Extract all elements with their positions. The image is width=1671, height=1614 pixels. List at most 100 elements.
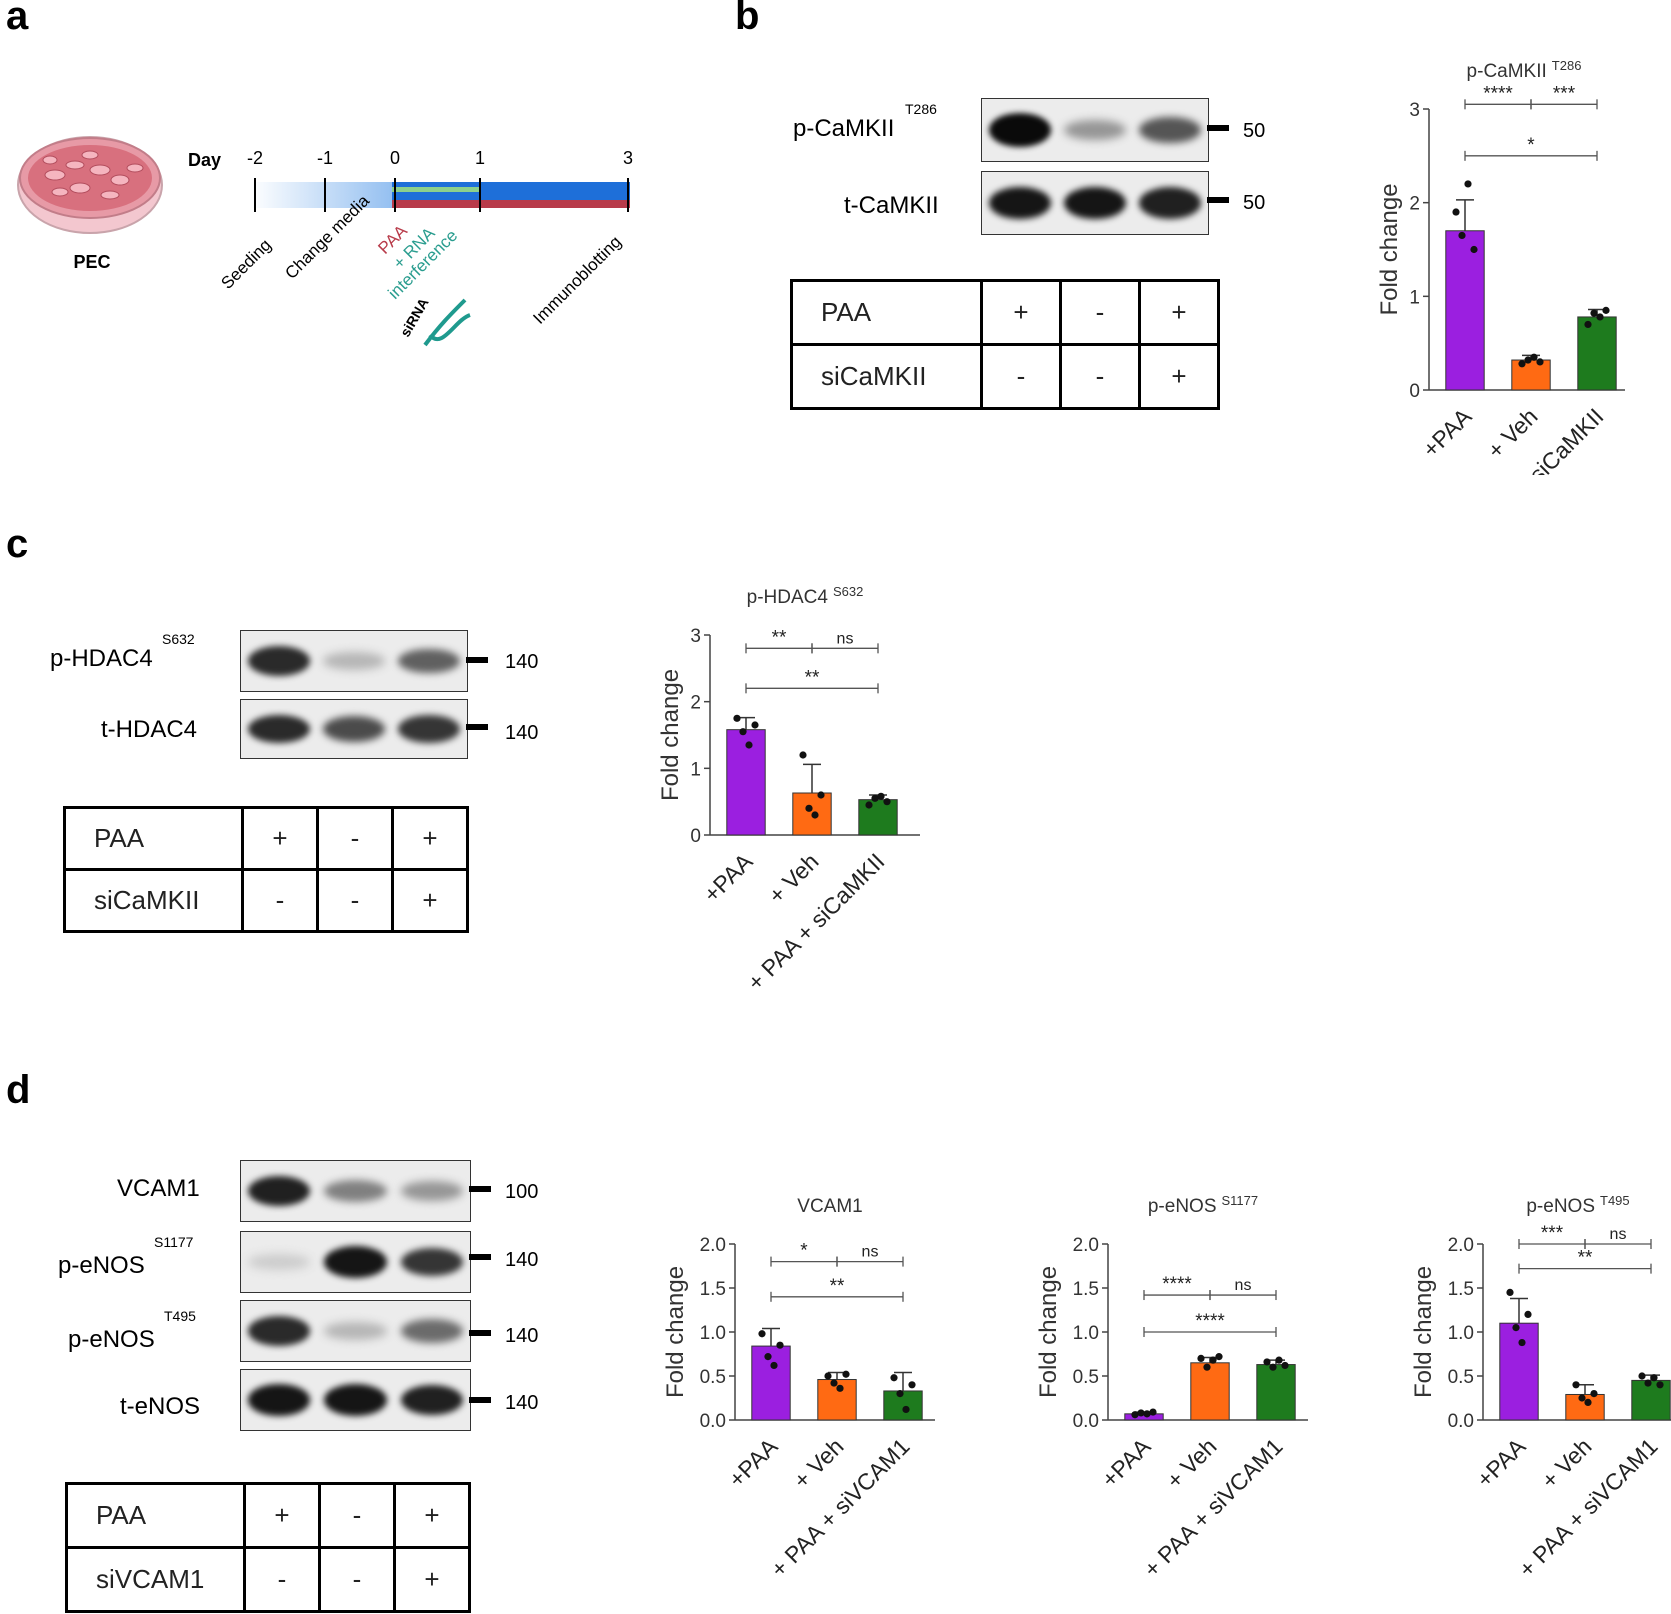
y-tick-label: 0.5: [1073, 1367, 1099, 1388]
y-tick-label: 0: [1409, 381, 1420, 402]
x-tick-label: +PAA: [1417, 403, 1477, 463]
y-axis-label: Fold change: [1035, 1266, 1062, 1398]
mw-marker: [1207, 125, 1229, 131]
event-label: siRNA: [397, 295, 432, 339]
mw-label: 100: [505, 1181, 539, 1203]
blot-band: [247, 1384, 311, 1416]
data-point: [896, 1390, 904, 1398]
blot-band: [398, 715, 461, 743]
significance-label: ***: [1553, 83, 1576, 104]
data-point: [1638, 1372, 1646, 1380]
condition-name: PAA: [63, 806, 244, 871]
data-point: [830, 1379, 838, 1387]
x-tick-label: + Veh: [1482, 403, 1542, 463]
y-axis-label: Fold change: [1410, 1266, 1437, 1398]
bar: [1511, 359, 1551, 391]
data-point: [799, 751, 807, 759]
condition-cell: +: [1138, 343, 1220, 410]
data-point: [776, 1341, 784, 1349]
y-tick-label: 0.5: [700, 1367, 726, 1388]
chart-title-superscript: S632: [833, 584, 863, 599]
mw-label: 140: [505, 722, 539, 744]
data-point: [1518, 360, 1526, 368]
day-tick: 3: [623, 148, 633, 168]
chart-title-superscript: T286: [1552, 58, 1582, 73]
experimental-timeline: PEC Day -2 -1 0 1 3 Seeding Change media…: [17, 136, 633, 347]
blot-band: [400, 1319, 464, 1343]
significance-label: ns: [862, 1244, 879, 1261]
blot-band: [1064, 119, 1126, 141]
western-blot-lane: [981, 171, 1209, 235]
data-point: [745, 741, 753, 749]
data-point: [842, 1370, 850, 1378]
y-tick-label: 1.5: [1448, 1279, 1474, 1300]
data-point: [739, 728, 747, 736]
data-point: [824, 1372, 832, 1380]
condition-cell: -: [241, 868, 319, 933]
blot-band: [1139, 187, 1202, 219]
data-point: [1590, 309, 1598, 317]
y-tick-label: 2.0: [1448, 1235, 1474, 1256]
panel-letter-a: a: [6, 0, 29, 38]
blot-label: p-HDAC4 S632: [50, 631, 195, 672]
condition-name: PAA: [65, 1482, 246, 1549]
chart-title-superscript: S1177: [1222, 1193, 1259, 1208]
data-point: [871, 794, 879, 802]
y-tick-label: 0.5: [1448, 1367, 1474, 1388]
blot-band: [247, 1316, 311, 1346]
data-point: [1536, 358, 1544, 366]
y-tick-label: 3: [1409, 100, 1420, 121]
bar: [1577, 316, 1617, 391]
mw-label: 140: [505, 1392, 539, 1414]
data-point: [865, 801, 873, 809]
blot-band: [247, 646, 310, 676]
chart-title: p-CaMKII T286: [1467, 58, 1582, 82]
rna-interference-bar: [392, 187, 480, 192]
data-point: [1596, 313, 1604, 321]
blot-band: [324, 1384, 387, 1416]
data-point: [733, 714, 741, 722]
significance-label: ****: [1162, 1274, 1192, 1295]
condition-cell: -: [1059, 343, 1141, 410]
data-point: [751, 721, 759, 729]
data-point: [1458, 231, 1466, 240]
mw-marker: [469, 1330, 491, 1336]
x-tick-label: +PAA: [1471, 1433, 1531, 1493]
condition-cell: +: [243, 1482, 321, 1549]
condition-table: PAA + - + siVCAM1 - - +: [65, 1482, 471, 1613]
western-blot-lane: [240, 1369, 471, 1431]
condition-cell: -: [316, 806, 394, 871]
blot-band: [400, 1384, 464, 1416]
blot-band: [400, 1181, 464, 1201]
data-point: [1602, 306, 1610, 314]
significance-label: ****: [1195, 1311, 1225, 1332]
data-point: [1215, 1353, 1223, 1361]
data-point: [902, 1405, 910, 1414]
significance-label: ***: [1541, 1223, 1564, 1244]
petri-dish-icon: [17, 136, 163, 234]
x-tick-label: +PAA: [698, 848, 758, 908]
condition-cell: -: [318, 1546, 396, 1613]
western-blot-lane: [240, 1160, 471, 1222]
y-tick-label: 1.0: [1448, 1323, 1474, 1344]
significance-label: **: [830, 1276, 845, 1297]
data-point: [1269, 1363, 1277, 1371]
data-point: [1650, 1374, 1658, 1382]
data-point: [1584, 320, 1592, 329]
blot-band: [1139, 116, 1202, 144]
data-point: [890, 1374, 898, 1382]
western-blot-lane: [240, 630, 468, 692]
y-tick-label: 2: [1409, 194, 1420, 215]
mw-marker: [1207, 197, 1229, 203]
blot-band: [398, 648, 461, 674]
y-axis-label: Fold change: [657, 669, 684, 801]
significance-label: ****: [1483, 83, 1513, 104]
x-tick-label: + Veh: [1536, 1433, 1596, 1493]
y-axis-label: Fold change: [1376, 183, 1403, 315]
condition-cell: +: [391, 868, 469, 933]
mw-marker: [469, 1254, 491, 1260]
data-point: [1572, 1381, 1580, 1389]
chart-title: p-eNOS S1177: [1148, 1193, 1258, 1217]
